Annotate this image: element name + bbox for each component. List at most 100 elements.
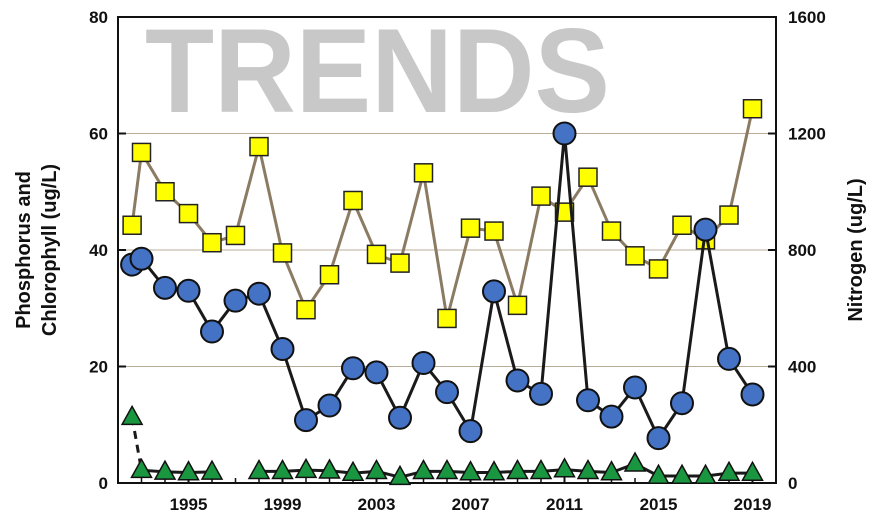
phosphorus-point bbox=[200, 319, 224, 344]
nitrogen-point bbox=[554, 202, 575, 222]
chlorophyll-point bbox=[153, 459, 177, 480]
phosphorus-point bbox=[223, 288, 248, 313]
phosphorus-point bbox=[129, 246, 154, 271]
phosphorus-point bbox=[317, 393, 342, 418]
phosphorus-point bbox=[458, 419, 483, 444]
chlorophyll-point bbox=[717, 460, 741, 482]
series-line-segment bbox=[516, 195, 543, 306]
y-left-tick-label: 60 bbox=[89, 125, 108, 144]
nitrogen-point bbox=[437, 308, 457, 329]
chlorophyll-point bbox=[529, 459, 553, 480]
x-tick-label: 1995 bbox=[170, 495, 208, 514]
chlorophyll-point bbox=[623, 451, 647, 472]
nitrogen-point bbox=[319, 265, 340, 285]
chlorophyll-point bbox=[647, 463, 670, 484]
series-line-segment bbox=[492, 290, 519, 381]
nitrogen-point bbox=[122, 215, 142, 235]
nitrogen-point bbox=[296, 299, 316, 320]
series-line-segment bbox=[704, 229, 731, 360]
series-line-segment bbox=[398, 172, 425, 264]
nitrogen-point bbox=[178, 203, 199, 224]
phosphorus-point bbox=[576, 388, 600, 413]
x-tick-label: 2003 bbox=[358, 495, 396, 514]
phosphorus-point bbox=[341, 356, 365, 381]
phosphorus-point bbox=[270, 337, 295, 362]
chlorophyll-point bbox=[576, 459, 600, 480]
phosphorus-point bbox=[505, 368, 530, 393]
nitrogen-point bbox=[719, 205, 739, 225]
nitrogen-point bbox=[225, 225, 246, 246]
phosphorus-point bbox=[176, 278, 201, 303]
y-right-tick-label: 1200 bbox=[788, 125, 826, 144]
series-line-segment bbox=[422, 172, 449, 319]
phosphorus-point bbox=[717, 346, 741, 371]
chlorophyll-point bbox=[120, 404, 144, 426]
chlorophyll-point bbox=[459, 460, 482, 481]
y-axis-right-title: Nitrogen (ug/L) bbox=[845, 178, 867, 321]
phosphorus-point bbox=[153, 275, 177, 300]
nitrogen-point bbox=[131, 142, 152, 163]
chlorophyll-point bbox=[482, 460, 506, 481]
y-left-tick-label: 40 bbox=[89, 241, 108, 260]
series-layer bbox=[120, 98, 765, 486]
y-axis-left-title-line1: Phosphorus and bbox=[13, 171, 35, 329]
series-line-segment bbox=[281, 348, 308, 421]
series-line-segment bbox=[328, 200, 355, 276]
y-left-tick-label: 0 bbox=[99, 474, 108, 493]
phosphorus-point bbox=[623, 375, 647, 400]
chlorophyll-point bbox=[271, 459, 294, 480]
chlorophyll-point bbox=[670, 463, 694, 484]
phosphorus-point bbox=[294, 408, 318, 433]
nitrogen-point bbox=[460, 218, 481, 238]
phosphorus-point bbox=[599, 404, 624, 429]
y-right-tick-label: 400 bbox=[788, 358, 816, 377]
phosphorus-point bbox=[435, 380, 459, 405]
chlorophyll-point bbox=[247, 459, 271, 480]
watermark-text: TRENDS bbox=[145, 4, 610, 138]
grid-lines bbox=[118, 133, 776, 367]
x-tick-label: 2019 bbox=[734, 495, 772, 514]
series-line-segment bbox=[469, 291, 496, 432]
y-axis-left-title-line2: Chlorophyll (ug/L) bbox=[39, 164, 61, 336]
y-left-tick-label: 20 bbox=[89, 358, 108, 377]
chlorophyll-point bbox=[412, 459, 435, 480]
nitrogen-point bbox=[742, 98, 763, 119]
phosphorus-point bbox=[670, 391, 694, 416]
chlorophyll-point bbox=[506, 459, 529, 480]
y-right-tick-label: 0 bbox=[788, 474, 797, 493]
chlorophyll-point bbox=[388, 464, 412, 486]
y-right-tick-label: 800 bbox=[788, 241, 816, 260]
phosphorus-point bbox=[529, 381, 553, 406]
nitrogen-point bbox=[202, 232, 222, 253]
series-line-segment bbox=[727, 108, 754, 216]
nitrogen-point bbox=[155, 182, 175, 202]
series-line-segment bbox=[492, 230, 519, 306]
phosphorus-point bbox=[388, 405, 412, 430]
series-line-segment bbox=[563, 133, 590, 401]
nitrogen-point bbox=[578, 167, 598, 187]
series-line-segment bbox=[257, 146, 284, 254]
series-line-segment bbox=[680, 229, 707, 404]
phosphorus-point bbox=[740, 382, 765, 407]
chlorophyll-point bbox=[318, 458, 341, 479]
chlorophyll-point bbox=[200, 459, 224, 480]
chlorophyll-point bbox=[600, 460, 623, 481]
chlorophyll-point bbox=[365, 459, 388, 480]
phosphorus-point bbox=[411, 351, 436, 376]
chlorophyll-point bbox=[177, 460, 200, 481]
nitrogen-point bbox=[648, 259, 669, 279]
chlorophyll-point bbox=[130, 457, 153, 479]
phosphorus-point bbox=[552, 121, 577, 146]
nitrogen-point bbox=[625, 246, 645, 266]
chlorophyll-point bbox=[694, 463, 717, 484]
x-tick-label: 1999 bbox=[264, 495, 302, 514]
chlorophyll-point bbox=[553, 457, 576, 478]
series-line-segment bbox=[234, 146, 261, 236]
phosphorus-point bbox=[364, 360, 389, 385]
nitrogen-point bbox=[249, 136, 269, 157]
nitrogen-point bbox=[484, 221, 504, 241]
series-line-segment bbox=[539, 133, 566, 395]
chlorophyll-point bbox=[294, 457, 318, 479]
series-line-segment bbox=[130, 152, 143, 226]
